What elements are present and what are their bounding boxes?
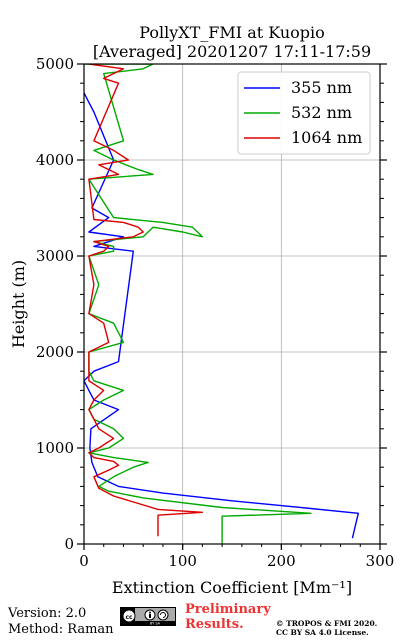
svg-text:BY SA: BY SA	[150, 621, 161, 625]
legend-label-2: 532 nm	[291, 103, 352, 122]
x-tick-label: 100	[168, 552, 197, 570]
legend: 355 nm 532 nm 1064 nm	[237, 71, 371, 155]
series-line-2	[84, 64, 312, 544]
y-tick-label: 5000	[36, 55, 74, 73]
version-text: Version: 2.0	[8, 606, 87, 621]
series-lines	[84, 64, 359, 544]
y-tick-label: 2000	[36, 343, 74, 361]
y-axis-label: Height (m)	[9, 260, 28, 348]
y-tick-label: 4000	[36, 151, 74, 169]
x-tick-label: 0	[79, 552, 89, 570]
x-tick-label: 300	[366, 552, 395, 570]
chart-title-line1: PollyXT_FMI at Kuopio	[139, 23, 325, 42]
svg-text:cc: cc	[125, 614, 133, 621]
chart-title-line2: [Averaged] 20201207 17:11-17:59	[93, 42, 371, 61]
legend-label-1: 355 nm	[291, 78, 352, 97]
preliminary-line2: Results.	[185, 617, 244, 632]
x-tick-label: 200	[267, 552, 296, 570]
series-line-1	[84, 92, 359, 539]
series-line-3	[88, 64, 204, 537]
copyright-line2: CC BY SA 4.0 License.	[276, 628, 369, 637]
plot-frame	[83, 63, 381, 545]
method-text: Method: Raman	[8, 622, 114, 637]
y-tick-label: 3000	[36, 247, 74, 265]
cc-logo-icon: cc BY SA	[121, 608, 175, 625]
y-tick-label: 0	[64, 535, 74, 553]
copyright-line1: © TROPOS & FMI 2020.	[276, 619, 378, 628]
cc-license-badge: cc BY SA	[120, 607, 176, 626]
x-axis-label: Extinction Coefficient [Mm⁻¹]	[112, 578, 352, 597]
y-tick-label: 1000	[36, 439, 74, 457]
preliminary-line1: Preliminary	[185, 602, 271, 617]
legend-box	[237, 71, 371, 155]
legend-label-3: 1064 nm	[291, 128, 362, 147]
